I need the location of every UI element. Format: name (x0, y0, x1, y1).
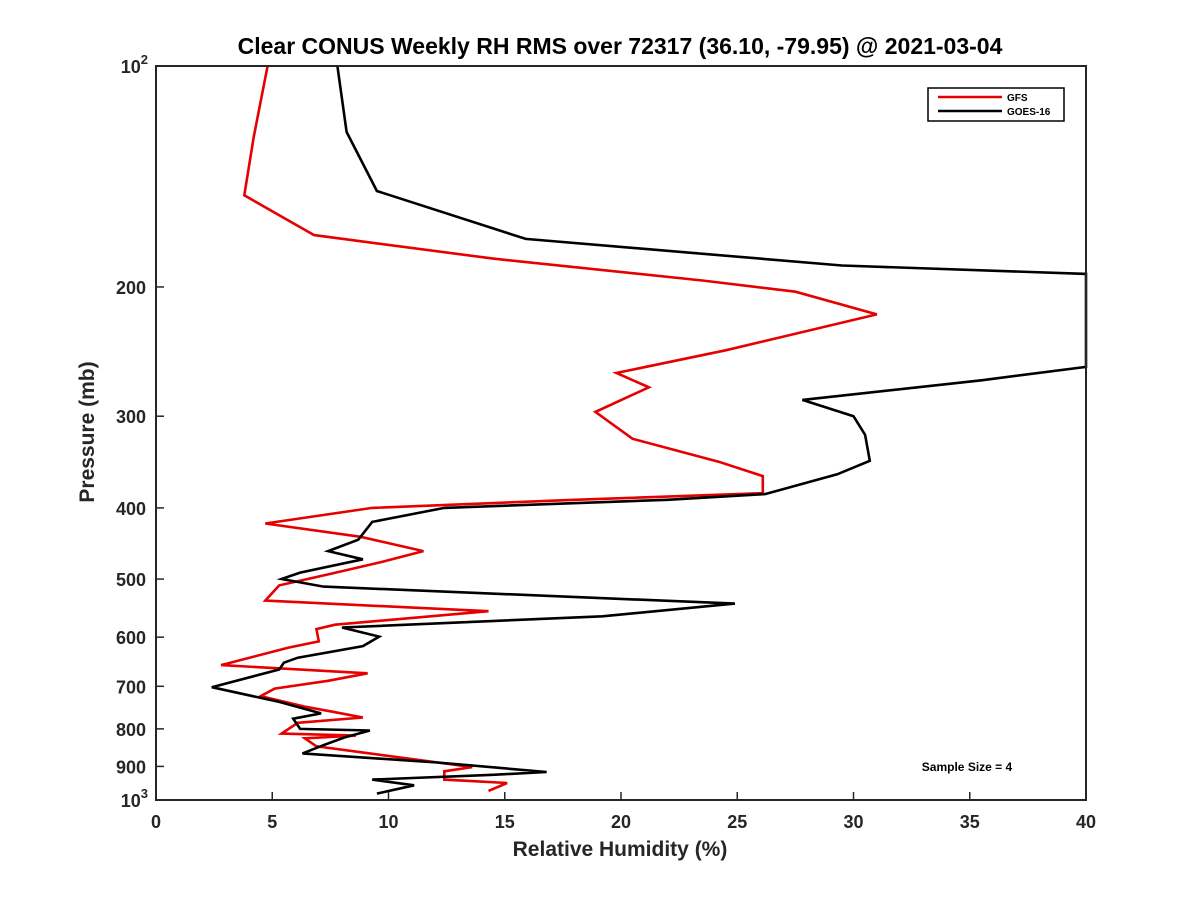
y-tick-label: 103 (121, 786, 148, 811)
x-tick-label: 35 (960, 812, 980, 832)
y-tick-label: 102 (121, 52, 148, 77)
y-tick-label: 900 (116, 757, 146, 777)
x-tick-label: 5 (267, 812, 277, 832)
chart-title: Clear CONUS Weekly RH RMS over 72317 (36… (238, 33, 1003, 59)
legend: GFS GOES-16 (927, 87, 1065, 122)
legend-label-goes-16: GOES-16 (1007, 107, 1051, 118)
x-tick-label: 30 (843, 812, 863, 832)
y-tick-label: 700 (116, 677, 146, 697)
plot-series (211, 65, 1088, 795)
y-tick-label: 200 (116, 278, 146, 298)
x-axis-label: Relative Humidity (%) (513, 838, 728, 861)
x-tick-label: 40 (1076, 812, 1096, 832)
series-line-goes-16 (211, 65, 1088, 795)
x-tick-label: 25 (727, 812, 747, 832)
y-tick-label: 500 (116, 570, 146, 590)
x-tick-label: 15 (495, 812, 515, 832)
x-tick-label: 0 (151, 812, 161, 832)
x-axis-ticks: 0 5 10 15 20 25 30 35 40 (151, 792, 1096, 832)
x-tick-label: 20 (611, 812, 631, 832)
y-tick-label: 800 (116, 720, 146, 740)
legend-box (927, 87, 1065, 122)
plot-frame (155, 65, 1087, 801)
sample-size-annotation: Sample Size = 4 (922, 760, 1013, 774)
y-tick-label: 300 (116, 407, 146, 427)
y-tick-label: 600 (116, 628, 146, 648)
y-tick-label: 400 (116, 499, 146, 519)
y-axis-ticks: 102 200 300 400 500 600 700 800 900 103 (116, 52, 164, 811)
x-tick-label: 10 (378, 812, 398, 832)
legend-label-gfs: GFS (1007, 93, 1028, 104)
series-line-gfs (220, 65, 878, 793)
y-axis-label: Pressure (mb) (76, 361, 99, 502)
